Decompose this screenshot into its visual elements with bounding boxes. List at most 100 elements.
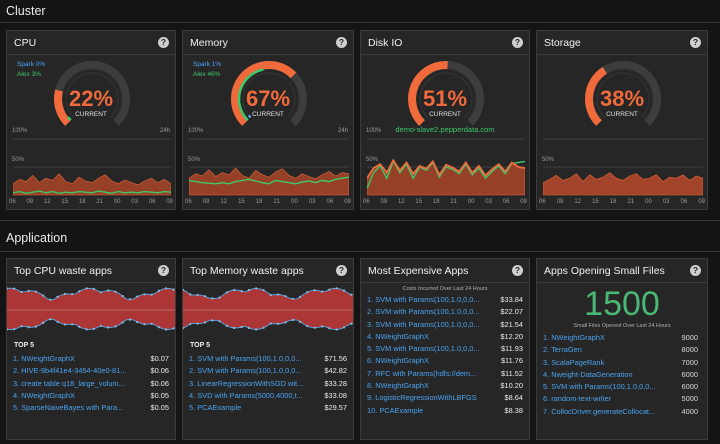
list-item[interactable]: 1. SVM with Params(100,1.0,0,0... $33.84 xyxy=(367,295,523,304)
expensive-apps-panel: Most Expensive Apps ? Costs Incurred Ove… xyxy=(360,258,530,440)
list-item[interactable]: 4. NWeightGraphX $12.20 xyxy=(367,331,523,341)
x-tick: 15 xyxy=(61,199,69,205)
x-tick: 21 xyxy=(273,199,281,205)
list-item[interactable]: 2. SVM with Params(100,1.0,0,0... $22.07 xyxy=(367,307,523,317)
list-item[interactable]: 5. PCAExample $29.57 xyxy=(189,403,347,413)
waste-point xyxy=(49,298,52,301)
waste-point xyxy=(63,323,66,326)
waste-point xyxy=(299,295,302,299)
list-item[interactable]: 1. SVM with Params(100,1.0,0,0... $71.56 xyxy=(189,354,347,363)
x-tick: 09 xyxy=(556,199,564,205)
list-item[interactable]: 4. Nweight-DataGeneration 6000 xyxy=(543,369,698,379)
waste-point xyxy=(255,287,258,290)
usage-area xyxy=(189,167,349,196)
help-icon[interactable]: ? xyxy=(512,37,523,48)
memory-waste-title: Top Memory waste apps xyxy=(190,265,304,277)
memory-waste-panel: Top Memory waste apps ? TOP 5 1. SVM wit… xyxy=(182,258,354,440)
waste-point xyxy=(247,289,250,292)
list-item[interactable]: 3. LinearRegressionWithSGD wit... $33.28 xyxy=(189,378,347,388)
usage-area xyxy=(543,172,703,196)
waste-point xyxy=(306,291,309,294)
waste-point xyxy=(203,295,207,298)
waste-point xyxy=(211,297,214,300)
x-tick: 09 xyxy=(344,199,351,205)
x-tick: 00 xyxy=(291,199,298,205)
storage-history-chart xyxy=(543,138,703,196)
waste-point xyxy=(85,287,88,290)
x-tick: 21 xyxy=(96,199,104,205)
list-item[interactable]: 4. NWeightGraphX $0.05 xyxy=(13,390,169,400)
list-item[interactable]: 5. SparseNaiveBayes with Para... $0.05 xyxy=(13,403,169,413)
list-item[interactable]: 2. HIVE-9b4f41e4-3454-40e0-81... $0.06 xyxy=(13,366,169,376)
list-item[interactable]: 1. NWeightGraphX $0.07 xyxy=(13,354,169,363)
list-item[interactable]: 1. NWeightGraphX 9000 xyxy=(543,333,698,342)
list-item[interactable]: 5. SVM with Params(100,1.0,0,0... $11.93 xyxy=(367,344,523,354)
x-tick: 03 xyxy=(485,199,492,205)
waste-point xyxy=(7,287,9,290)
waste-point xyxy=(196,293,199,296)
x-tick: 21 xyxy=(627,199,635,205)
waste-point xyxy=(165,328,168,331)
waste-point xyxy=(172,288,175,291)
x-tick: 15 xyxy=(592,199,599,205)
list-item[interactable]: 10. PCAExample $8.38 xyxy=(367,405,523,415)
diskio-axis-max: 100% xyxy=(366,128,382,134)
waste-point xyxy=(218,296,221,299)
cpu-axis-max: 100% xyxy=(12,128,28,134)
help-icon[interactable]: ? xyxy=(690,37,701,48)
list-item[interactable]: 3. create table q18_large_volum... $0.06 xyxy=(13,378,169,388)
waste-point xyxy=(291,318,294,322)
help-icon[interactable]: ? xyxy=(336,37,347,48)
cpu-legend-alex: Alex 3% xyxy=(17,71,41,78)
gauge-ring xyxy=(65,72,119,118)
waste-point xyxy=(203,321,207,324)
waste-point xyxy=(277,293,280,296)
waste-point xyxy=(99,324,103,327)
help-icon[interactable]: ? xyxy=(158,37,169,48)
memory-x-ticks: 06 09 12 15 18 21 00 03 06 09 xyxy=(185,199,351,205)
x-tick: 21 xyxy=(450,199,458,205)
x-tick: 12 xyxy=(397,199,405,205)
list-item[interactable]: 6. NWeightGraphX $11.76 xyxy=(367,356,523,366)
help-icon[interactable]: ? xyxy=(336,265,347,276)
waste-point xyxy=(92,327,95,330)
x-tick: 00 xyxy=(645,199,652,205)
waste-point xyxy=(240,325,243,329)
cpu-title: CPU xyxy=(14,37,37,49)
list-item[interactable]: 4. SVD with Params(5000,4000,t... $33.08 xyxy=(189,390,347,400)
list-item[interactable]: 3. ScalaPageRank 7000 xyxy=(543,357,698,367)
waste-point xyxy=(92,287,95,291)
waste-point xyxy=(262,326,265,329)
waste-point xyxy=(225,324,228,327)
list-item[interactable]: 7. RFC with Params(hdfs://dem... $11.52 xyxy=(367,368,523,378)
list-item[interactable]: 3. SVM with Params(100,1.0,0,0... $21.54 xyxy=(367,319,523,329)
diskio-panel: Disk IO ? 51% CURRENT 100% demo-slave2.p… xyxy=(360,30,530,210)
x-tick: 15 xyxy=(415,199,423,205)
help-icon[interactable]: ? xyxy=(512,265,523,276)
list-item[interactable]: 2. SVM with Params(100,1.0,0,0... $42.82 xyxy=(189,366,347,376)
list-item[interactable]: 2. TerraGen 8000 xyxy=(543,345,698,355)
expensive-apps-list: 1. SVM with Params(100,1.0,0,0... $33.84 … xyxy=(367,295,523,418)
waste-point xyxy=(277,322,280,325)
cpu-panel: CPU ? Spark 0% Alex 3% 22% CURRENT 100% … xyxy=(6,30,176,210)
gauge-value-arc xyxy=(585,66,608,126)
list-item[interactable]: 9. LogisticRegressionWithLBFGS $8.64 xyxy=(367,393,523,403)
waste-point xyxy=(321,325,324,328)
memory-legend-alex: Alex 46% xyxy=(193,71,221,78)
waste-point xyxy=(143,293,146,296)
waste-point xyxy=(335,287,338,290)
waste-point xyxy=(71,323,74,326)
cluster-section-title: Cluster xyxy=(6,4,46,18)
waste-point xyxy=(121,321,124,324)
help-icon[interactable]: ? xyxy=(690,265,701,276)
waste-point xyxy=(136,320,139,324)
waste-point xyxy=(262,289,265,292)
list-item[interactable]: 5. SVM with Params(100,1.0,0,0... 6000 xyxy=(543,382,698,392)
help-icon[interactable]: ? xyxy=(158,265,169,276)
waste-point xyxy=(233,326,236,330)
waste-point xyxy=(233,288,236,292)
top5-label: TOP 5 xyxy=(190,342,210,349)
list-item[interactable]: 6. random-text-writer 5000 xyxy=(543,394,698,404)
list-item[interactable]: 8. NWeightGraphX $10.20 xyxy=(367,381,523,391)
list-item[interactable]: 7. CollocDriver.generateCollocat... 4000 xyxy=(543,406,698,416)
